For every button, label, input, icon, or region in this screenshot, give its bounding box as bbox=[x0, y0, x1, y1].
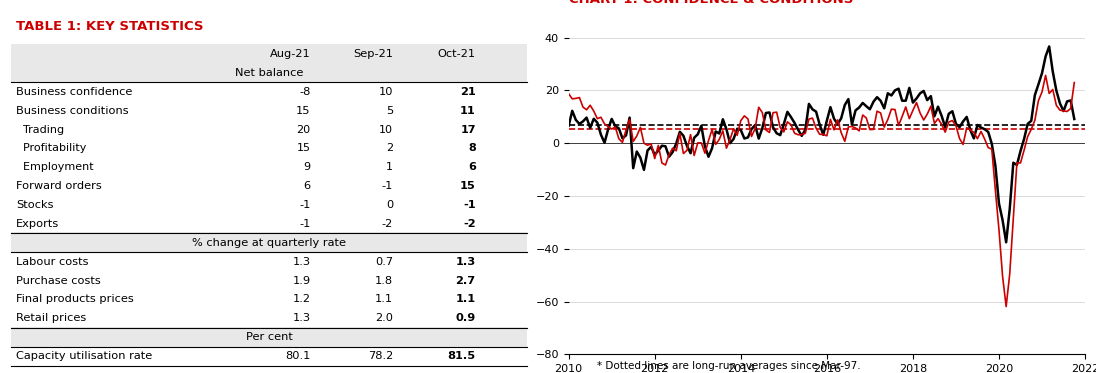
Text: Exports: Exports bbox=[16, 219, 59, 229]
Text: 2.0: 2.0 bbox=[375, 313, 393, 323]
Text: 1.3: 1.3 bbox=[293, 257, 310, 267]
Text: Aug-21: Aug-21 bbox=[270, 49, 310, 59]
Text: TABLE 1: KEY STATISTICS: TABLE 1: KEY STATISTICS bbox=[16, 20, 204, 33]
Text: 1.1: 1.1 bbox=[456, 294, 476, 304]
Text: Final products prices: Final products prices bbox=[16, 294, 134, 304]
Text: 10: 10 bbox=[378, 87, 393, 97]
Text: 1.8: 1.8 bbox=[375, 276, 393, 286]
Text: 5: 5 bbox=[386, 106, 393, 116]
Text: 15: 15 bbox=[460, 181, 476, 191]
Text: Employment: Employment bbox=[16, 162, 94, 172]
Text: 1: 1 bbox=[386, 162, 393, 172]
Text: 1.3: 1.3 bbox=[456, 257, 476, 267]
Text: Forward orders: Forward orders bbox=[16, 181, 102, 191]
Text: -1: -1 bbox=[299, 200, 310, 210]
Text: 81.5: 81.5 bbox=[447, 351, 476, 361]
Text: Per cent: Per cent bbox=[246, 332, 293, 342]
Text: 20: 20 bbox=[296, 125, 310, 135]
Text: Purchase costs: Purchase costs bbox=[16, 276, 101, 286]
Text: 2.7: 2.7 bbox=[456, 276, 476, 286]
Text: 2: 2 bbox=[386, 144, 393, 153]
Text: Business conditions: Business conditions bbox=[16, 106, 128, 116]
Text: 6: 6 bbox=[468, 162, 476, 172]
Text: -1: -1 bbox=[381, 181, 393, 191]
Bar bbox=[11, 63, 527, 83]
Text: Profitability: Profitability bbox=[16, 144, 87, 153]
Text: 17: 17 bbox=[460, 125, 476, 135]
Text: 1.1: 1.1 bbox=[375, 294, 393, 304]
Text: Net balance: Net balance bbox=[235, 68, 304, 78]
Text: 8: 8 bbox=[468, 144, 476, 153]
Bar bbox=[11, 44, 527, 65]
Text: 10: 10 bbox=[379, 125, 393, 135]
Text: Labour costs: Labour costs bbox=[16, 257, 89, 267]
Text: 1.3: 1.3 bbox=[293, 313, 310, 323]
Text: % change at quarterly rate: % change at quarterly rate bbox=[192, 238, 346, 248]
Text: 15: 15 bbox=[296, 106, 310, 116]
Text: Sep-21: Sep-21 bbox=[353, 49, 393, 59]
Text: -1: -1 bbox=[464, 200, 476, 210]
Text: CHART 1: CONFIDENCE & CONDITIONS: CHART 1: CONFIDENCE & CONDITIONS bbox=[569, 0, 853, 6]
Bar bbox=[11, 232, 527, 253]
Text: 0.9: 0.9 bbox=[456, 313, 476, 323]
Text: 78.2: 78.2 bbox=[368, 351, 393, 361]
Text: 6: 6 bbox=[304, 181, 310, 191]
Bar bbox=[11, 327, 527, 348]
Text: Retail prices: Retail prices bbox=[16, 313, 87, 323]
Text: 1.2: 1.2 bbox=[293, 294, 310, 304]
Text: Capacity utilisation rate: Capacity utilisation rate bbox=[16, 351, 152, 361]
Text: Oct-21: Oct-21 bbox=[437, 49, 476, 59]
Text: -2: -2 bbox=[464, 219, 476, 229]
Text: 21: 21 bbox=[460, 87, 476, 97]
Text: 80.1: 80.1 bbox=[285, 351, 310, 361]
Text: Business confidence: Business confidence bbox=[16, 87, 133, 97]
Text: 0.7: 0.7 bbox=[375, 257, 393, 267]
Text: 9: 9 bbox=[304, 162, 310, 172]
Text: 11: 11 bbox=[460, 106, 476, 116]
Text: 0: 0 bbox=[386, 200, 393, 210]
Text: -8: -8 bbox=[299, 87, 310, 97]
Text: -2: -2 bbox=[381, 219, 393, 229]
Text: 15: 15 bbox=[296, 144, 310, 153]
Text: Stocks: Stocks bbox=[16, 200, 54, 210]
Text: * Dotted lines are long-run averages since Mar-97.: * Dotted lines are long-run averages sin… bbox=[597, 361, 861, 371]
Text: Trading: Trading bbox=[16, 125, 65, 135]
Text: 1.9: 1.9 bbox=[293, 276, 310, 286]
Text: -1: -1 bbox=[299, 219, 310, 229]
